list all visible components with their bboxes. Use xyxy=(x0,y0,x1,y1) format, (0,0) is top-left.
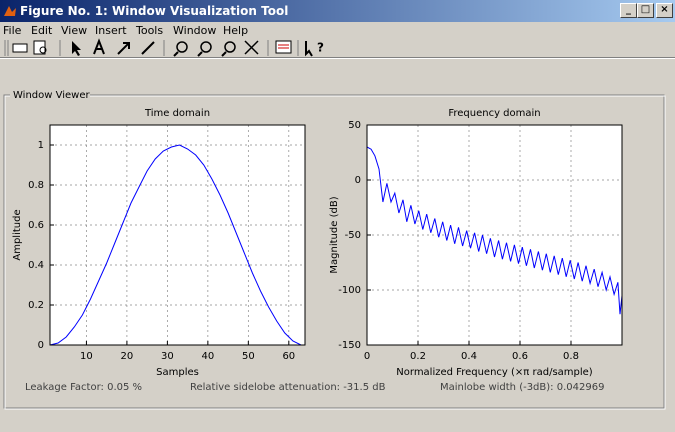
axes-title: Frequency domain xyxy=(448,108,540,119)
x-tick-label: 0.4 xyxy=(461,351,477,362)
arrow-button[interactable] xyxy=(117,42,130,55)
print-button[interactable] xyxy=(12,43,28,53)
menu-item[interactable]: File xyxy=(3,24,22,37)
sidelobe-attenuation: Relative sidelobe attenuation: -31.5 dB xyxy=(190,382,386,393)
menu-item[interactable]: View xyxy=(61,24,88,37)
toolbar: ? xyxy=(4,38,324,57)
x-tick-label: 60 xyxy=(282,351,295,362)
y-tick-label: 50 xyxy=(348,120,361,131)
axes-title: Time domain xyxy=(144,108,210,119)
x-tick-label: 30 xyxy=(161,351,174,362)
y-tick-label: -150 xyxy=(338,340,361,351)
y-tick-label: 0.6 xyxy=(28,220,44,231)
mainlobe-width: Mainlobe width (-3dB): 0.042969 xyxy=(440,382,605,393)
y-tick-label: 1 xyxy=(38,140,44,151)
x-tick-label: 20 xyxy=(121,351,134,362)
svg-text:?: ? xyxy=(317,41,324,55)
menu-item[interactable]: Help xyxy=(223,24,249,37)
panel-frame-highlight xyxy=(4,95,666,410)
axes-background xyxy=(367,125,622,345)
y-tick-label: 0.8 xyxy=(28,180,44,191)
y-axis-label: Amplitude xyxy=(12,209,23,260)
y-tick-label: 0 xyxy=(355,175,361,186)
panel-title: Window Viewer xyxy=(13,90,90,101)
y-tick-label: 0 xyxy=(38,340,44,351)
panel-frame xyxy=(3,94,665,409)
help-button[interactable]: ? xyxy=(305,41,324,57)
axes-box xyxy=(366,124,623,346)
axes-box xyxy=(49,124,306,346)
x-tick-label: 0 xyxy=(364,351,370,362)
text-button[interactable] xyxy=(93,38,105,55)
menu-item[interactable]: Window xyxy=(173,24,217,37)
y-tick-label: -100 xyxy=(338,285,361,296)
data-line xyxy=(366,146,623,315)
select-button[interactable] xyxy=(72,41,81,56)
data-line xyxy=(49,144,305,346)
x-tick-label: 0.2 xyxy=(410,351,426,362)
y-tick-label: 0.2 xyxy=(28,300,44,311)
menu-item[interactable]: Tools xyxy=(136,24,164,37)
zoom-in-button[interactable] xyxy=(173,41,188,57)
export-button[interactable] xyxy=(275,40,292,54)
menu-item[interactable]: Edit xyxy=(31,24,53,37)
menu-bar: File Edit View Insert Tools Window Help xyxy=(0,22,675,38)
line-button[interactable] xyxy=(141,41,155,55)
maximize-button[interactable]: □ xyxy=(637,3,654,18)
x-tick-label: 40 xyxy=(201,351,214,362)
close-button[interactable]: × xyxy=(656,3,673,18)
panel-label-bg xyxy=(10,88,90,102)
zoom-out-button[interactable] xyxy=(197,41,212,57)
toolbar-separator xyxy=(0,57,675,59)
minimize-button[interactable]: _ xyxy=(620,3,637,18)
title-bar: Figure No. 1: Window Visualization Tool … xyxy=(0,0,675,22)
x-tick-label: 0.6 xyxy=(512,351,528,362)
x-tick-label: 50 xyxy=(242,351,255,362)
leakage-factor: Leakage Factor: 0.05 % xyxy=(25,382,143,393)
y-tick-label: 0.4 xyxy=(28,260,44,271)
y-axis-label: Magnitude (dB) xyxy=(329,196,340,273)
app-icon xyxy=(4,6,16,16)
x-axis-label: Samples xyxy=(156,367,199,378)
x-axis-label: Normalized Frequency (×π rad/sample) xyxy=(396,367,593,378)
y-tick-label: -50 xyxy=(345,230,361,241)
print-preview-button[interactable] xyxy=(33,40,47,55)
x-tick-label: 0.8 xyxy=(563,351,579,362)
x-tick-label: 10 xyxy=(80,351,93,362)
zoom-x-button[interactable] xyxy=(221,41,236,57)
full-view-button[interactable] xyxy=(244,40,259,55)
axes-background xyxy=(50,125,305,345)
menu-item[interactable]: Insert xyxy=(95,24,127,37)
window-title: Figure No. 1: Window Visualization Tool xyxy=(20,4,289,18)
